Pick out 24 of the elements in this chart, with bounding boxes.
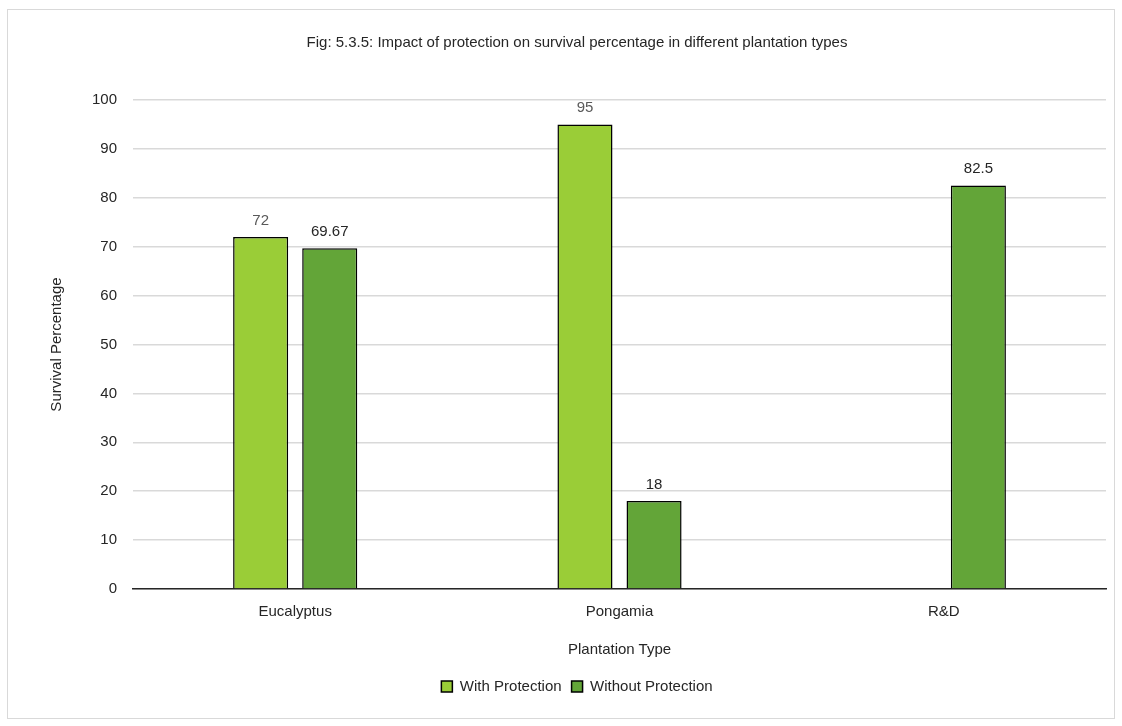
y-tick-label: 40 — [100, 383, 118, 401]
y-tick-label: 50 — [100, 334, 118, 352]
data-label: 72 — [252, 210, 269, 228]
y-tick-label: 90 — [100, 139, 118, 157]
y-tick-label: 0 — [108, 579, 118, 597]
chart-title: Fig: 5.3.5: Impact of protection on survival percentage in different plantation types — [306, 33, 848, 51]
data-label: 95 — [576, 98, 594, 116]
y-tick-label: 70 — [100, 236, 118, 254]
x-axis-title: Plantation Type — [567, 640, 672, 658]
data-label: 69.67 — [310, 221, 349, 239]
y-tick-label: 100 — [92, 90, 118, 108]
x-tick-label: Eucalyptus — [258, 602, 332, 620]
y-tick-label: 60 — [100, 285, 118, 303]
y-tick-label: 10 — [100, 530, 118, 548]
x-tick-label: R&D — [928, 602, 960, 620]
y-tick-label: 80 — [100, 187, 118, 205]
y-axis-title: Survival Percentage — [47, 277, 65, 412]
data-label: 82.5 — [963, 159, 993, 177]
legend-label: With Protection — [459, 676, 562, 694]
x-tick-label: Pongamia — [585, 602, 654, 620]
y-tick-label: 30 — [100, 432, 118, 450]
legend-label: Without Protection — [590, 676, 713, 694]
y-tick-label: 20 — [100, 481, 118, 499]
data-label: 18 — [645, 474, 663, 492]
